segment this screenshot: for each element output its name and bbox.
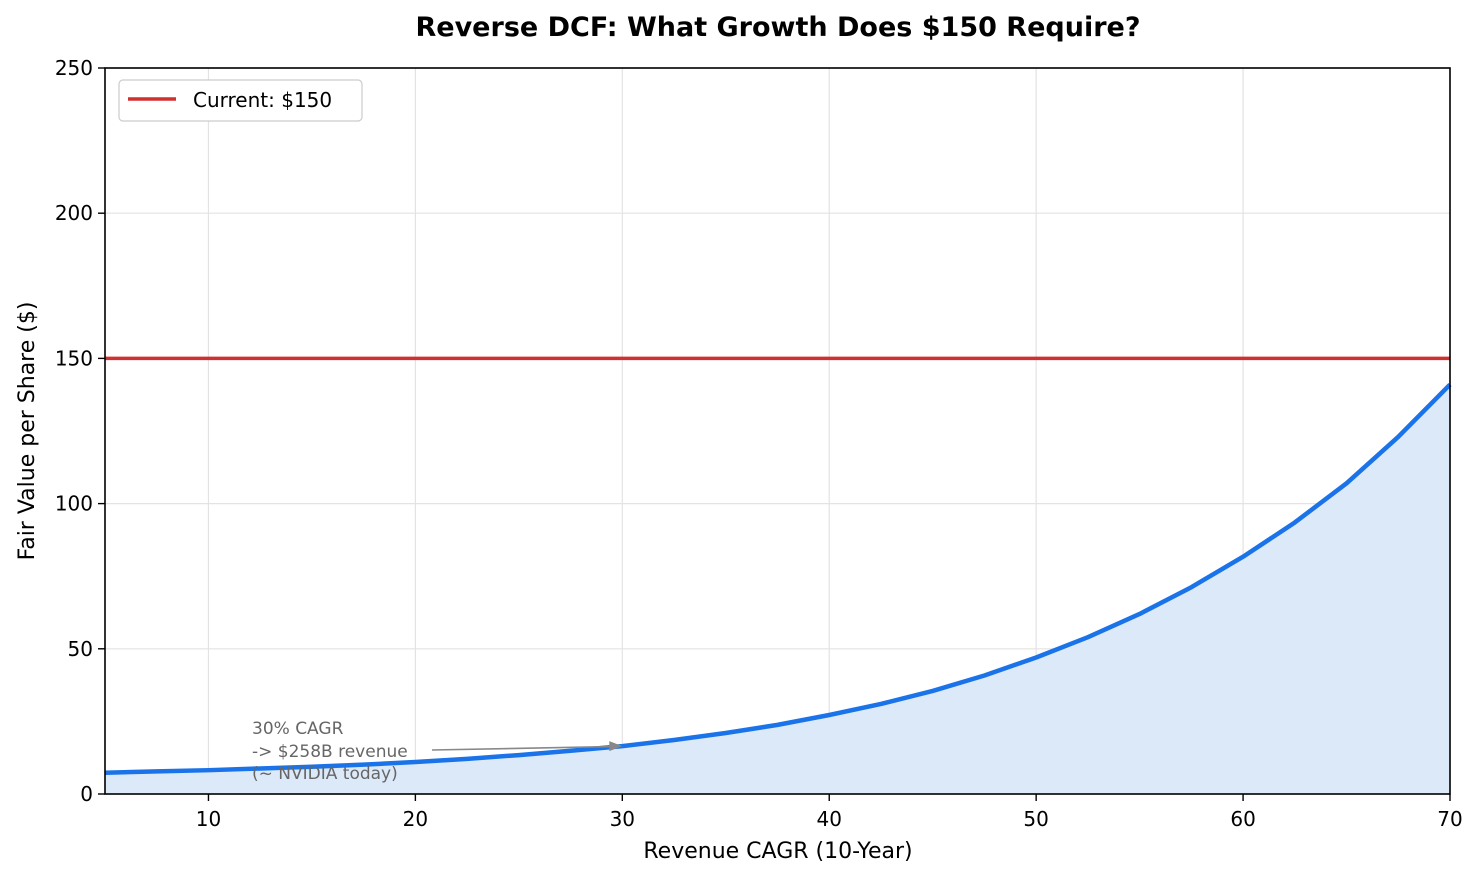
x-tick-label: 20: [403, 807, 428, 831]
y-tick-label: 150: [55, 346, 93, 370]
area-fill: [105, 384, 1450, 794]
y-tick-label: 100: [55, 492, 93, 516]
x-tick-label: 30: [610, 807, 635, 831]
y-tick-label: 200: [55, 201, 93, 225]
legend-box: [118, 79, 363, 122]
annotation-line-1: 30% CAGR: [252, 719, 344, 739]
series-line: [104, 382, 1452, 776]
annotation-arrowhead: [609, 741, 623, 752]
annotation-line-3: (~ NVIDIA today): [252, 764, 398, 784]
x-tick-label: 70: [1437, 807, 1462, 831]
annotation: 30% CAGR -> $258B revenue (~ NVIDIA toda…: [252, 719, 623, 784]
y-tick-label: 50: [68, 637, 93, 661]
y-tick-label: 0: [80, 782, 93, 806]
legend-label: Current: $150: [193, 88, 332, 112]
annotation-arrow: [431, 745, 613, 751]
x-tick-label: 60: [1230, 807, 1255, 831]
legend: Current: $150: [118, 79, 363, 122]
y-axis-label: Fair Value per Share ($): [15, 302, 40, 561]
x-axis-label: Revenue CAGR (10-Year): [643, 839, 912, 864]
plot-frame: [104, 67, 1451, 795]
x-tick-label: 50: [1023, 807, 1048, 831]
annotation-line-2: -> $258B revenue: [252, 742, 408, 762]
chart-title: Reverse DCF: What Growth Does $150 Requi…: [415, 12, 1140, 43]
x-tick-label: 10: [196, 807, 221, 831]
x-tick-label: 40: [817, 807, 842, 831]
y-tick-label: 250: [55, 56, 93, 80]
